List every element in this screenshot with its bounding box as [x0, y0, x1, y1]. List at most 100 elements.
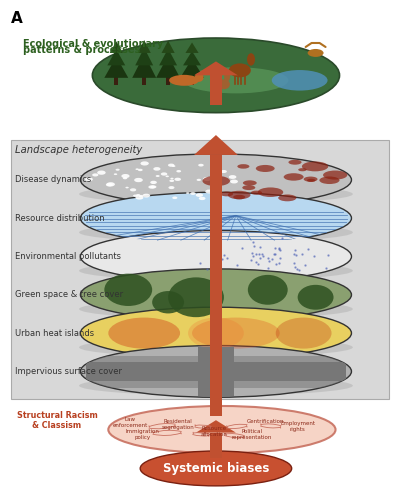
Ellipse shape [217, 184, 221, 186]
Ellipse shape [183, 67, 288, 93]
Ellipse shape [84, 193, 348, 243]
FancyBboxPatch shape [11, 140, 389, 399]
Ellipse shape [284, 173, 304, 181]
Bar [210, 75, 222, 105]
Ellipse shape [243, 180, 257, 186]
Ellipse shape [114, 173, 117, 175]
Polygon shape [196, 420, 236, 433]
Ellipse shape [80, 154, 352, 206]
Ellipse shape [217, 186, 221, 188]
Ellipse shape [161, 172, 167, 176]
Ellipse shape [242, 185, 255, 190]
Ellipse shape [188, 317, 244, 349]
Ellipse shape [138, 169, 143, 171]
Ellipse shape [298, 285, 334, 310]
Ellipse shape [134, 178, 143, 182]
Ellipse shape [278, 195, 296, 201]
Ellipse shape [136, 196, 144, 200]
Ellipse shape [80, 345, 352, 397]
Ellipse shape [136, 194, 140, 196]
Text: Resource
allocation: Resource allocation [200, 426, 227, 437]
Polygon shape [180, 59, 204, 78]
Polygon shape [138, 40, 151, 53]
Ellipse shape [221, 170, 227, 173]
Polygon shape [132, 54, 156, 78]
Ellipse shape [153, 167, 160, 171]
Ellipse shape [125, 187, 129, 189]
Ellipse shape [248, 275, 288, 305]
Ellipse shape [156, 175, 160, 177]
Ellipse shape [130, 188, 136, 192]
Ellipse shape [197, 179, 201, 181]
Ellipse shape [80, 269, 352, 321]
Ellipse shape [323, 171, 347, 180]
Ellipse shape [258, 188, 283, 197]
Ellipse shape [172, 165, 176, 167]
Ellipse shape [251, 191, 262, 195]
Ellipse shape [247, 53, 255, 66]
Ellipse shape [79, 261, 353, 280]
Bar [198, 347, 234, 396]
Ellipse shape [79, 223, 353, 242]
Text: Residental
segregation: Residental segregation [162, 419, 194, 430]
Bar [190, 70, 194, 85]
Text: Immigration
policy: Immigration policy [125, 429, 159, 440]
Ellipse shape [92, 173, 98, 177]
Ellipse shape [136, 168, 139, 170]
Ellipse shape [202, 176, 230, 186]
Ellipse shape [97, 171, 106, 175]
Ellipse shape [304, 177, 318, 182]
Text: patterns & processes: patterns & processes [23, 45, 140, 55]
Ellipse shape [186, 192, 190, 194]
Ellipse shape [205, 190, 213, 194]
Bar [210, 155, 222, 399]
Ellipse shape [80, 307, 352, 359]
Polygon shape [183, 51, 201, 65]
Bar [86, 356, 346, 365]
Polygon shape [162, 40, 175, 53]
Ellipse shape [229, 63, 251, 77]
Ellipse shape [195, 73, 204, 82]
Text: Urban heat islands: Urban heat islands [15, 329, 94, 338]
Ellipse shape [79, 337, 353, 357]
Ellipse shape [172, 197, 177, 199]
Ellipse shape [237, 164, 250, 169]
Ellipse shape [106, 182, 115, 187]
Ellipse shape [168, 277, 224, 317]
Ellipse shape [256, 165, 275, 172]
Polygon shape [159, 48, 177, 65]
Ellipse shape [233, 195, 245, 199]
Polygon shape [186, 42, 199, 53]
Ellipse shape [169, 180, 174, 182]
Text: Gentrification: Gentrification [247, 419, 284, 424]
Ellipse shape [218, 79, 230, 89]
Ellipse shape [298, 168, 307, 171]
Ellipse shape [79, 376, 353, 396]
Polygon shape [107, 49, 125, 65]
Text: Green space & tree cover: Green space & tree cover [15, 290, 123, 299]
Text: Ecological & evolutionary: Ecological & evolutionary [23, 39, 163, 49]
Bar [114, 70, 118, 85]
Ellipse shape [168, 164, 174, 167]
Ellipse shape [133, 195, 138, 197]
Bar [210, 433, 222, 458]
Ellipse shape [108, 317, 180, 349]
Bar [86, 379, 346, 388]
Ellipse shape [307, 179, 316, 182]
Text: Political
representation: Political representation [232, 429, 272, 440]
Bar [166, 70, 170, 85]
Ellipse shape [121, 174, 130, 178]
Ellipse shape [169, 75, 199, 86]
Ellipse shape [224, 72, 230, 81]
Text: Systemic biases: Systemic biases [163, 462, 269, 475]
Ellipse shape [272, 70, 328, 91]
Ellipse shape [196, 193, 203, 197]
Ellipse shape [229, 175, 236, 179]
Ellipse shape [230, 180, 238, 184]
Text: Law
enforcement: Law enforcement [113, 417, 148, 428]
Text: Landscape heterogeneity: Landscape heterogeneity [15, 145, 142, 155]
Ellipse shape [106, 183, 113, 187]
Ellipse shape [140, 161, 149, 166]
Ellipse shape [150, 181, 157, 184]
Ellipse shape [80, 192, 352, 244]
